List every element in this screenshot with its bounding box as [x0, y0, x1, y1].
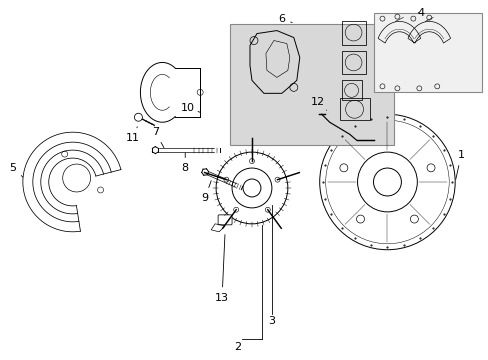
Bar	[341, 21, 365, 45]
Text: 11: 11	[125, 127, 139, 143]
Circle shape	[383, 132, 390, 140]
Text: 9: 9	[201, 181, 211, 203]
Bar	[229, 24, 394, 145]
Circle shape	[409, 215, 418, 223]
Bar	[341, 80, 361, 100]
Text: 1: 1	[455, 150, 464, 179]
Circle shape	[265, 207, 270, 212]
Text: 7: 7	[151, 127, 163, 148]
Circle shape	[274, 177, 280, 182]
Bar	[341, 50, 365, 75]
Text: 3: 3	[268, 316, 275, 327]
Text: 4: 4	[417, 8, 424, 18]
Text: 2: 2	[234, 342, 241, 352]
Bar	[374, 13, 481, 92]
Circle shape	[233, 207, 238, 212]
Circle shape	[249, 159, 254, 163]
Text: 13: 13	[215, 235, 228, 302]
Text: 12: 12	[310, 97, 326, 110]
Bar	[339, 98, 369, 120]
Circle shape	[356, 215, 364, 223]
Circle shape	[372, 137, 378, 143]
Text: 10: 10	[181, 103, 200, 113]
Circle shape	[339, 164, 347, 172]
Text: 6: 6	[278, 14, 292, 24]
Text: 5: 5	[9, 163, 23, 177]
Circle shape	[224, 177, 228, 182]
Text: 8: 8	[182, 153, 188, 173]
Circle shape	[426, 164, 434, 172]
FancyBboxPatch shape	[218, 215, 232, 225]
